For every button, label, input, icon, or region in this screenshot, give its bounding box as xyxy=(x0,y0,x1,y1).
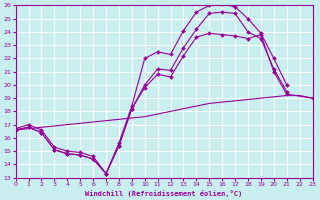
X-axis label: Windchill (Refroidissement éolien,°C): Windchill (Refroidissement éolien,°C) xyxy=(85,190,243,197)
